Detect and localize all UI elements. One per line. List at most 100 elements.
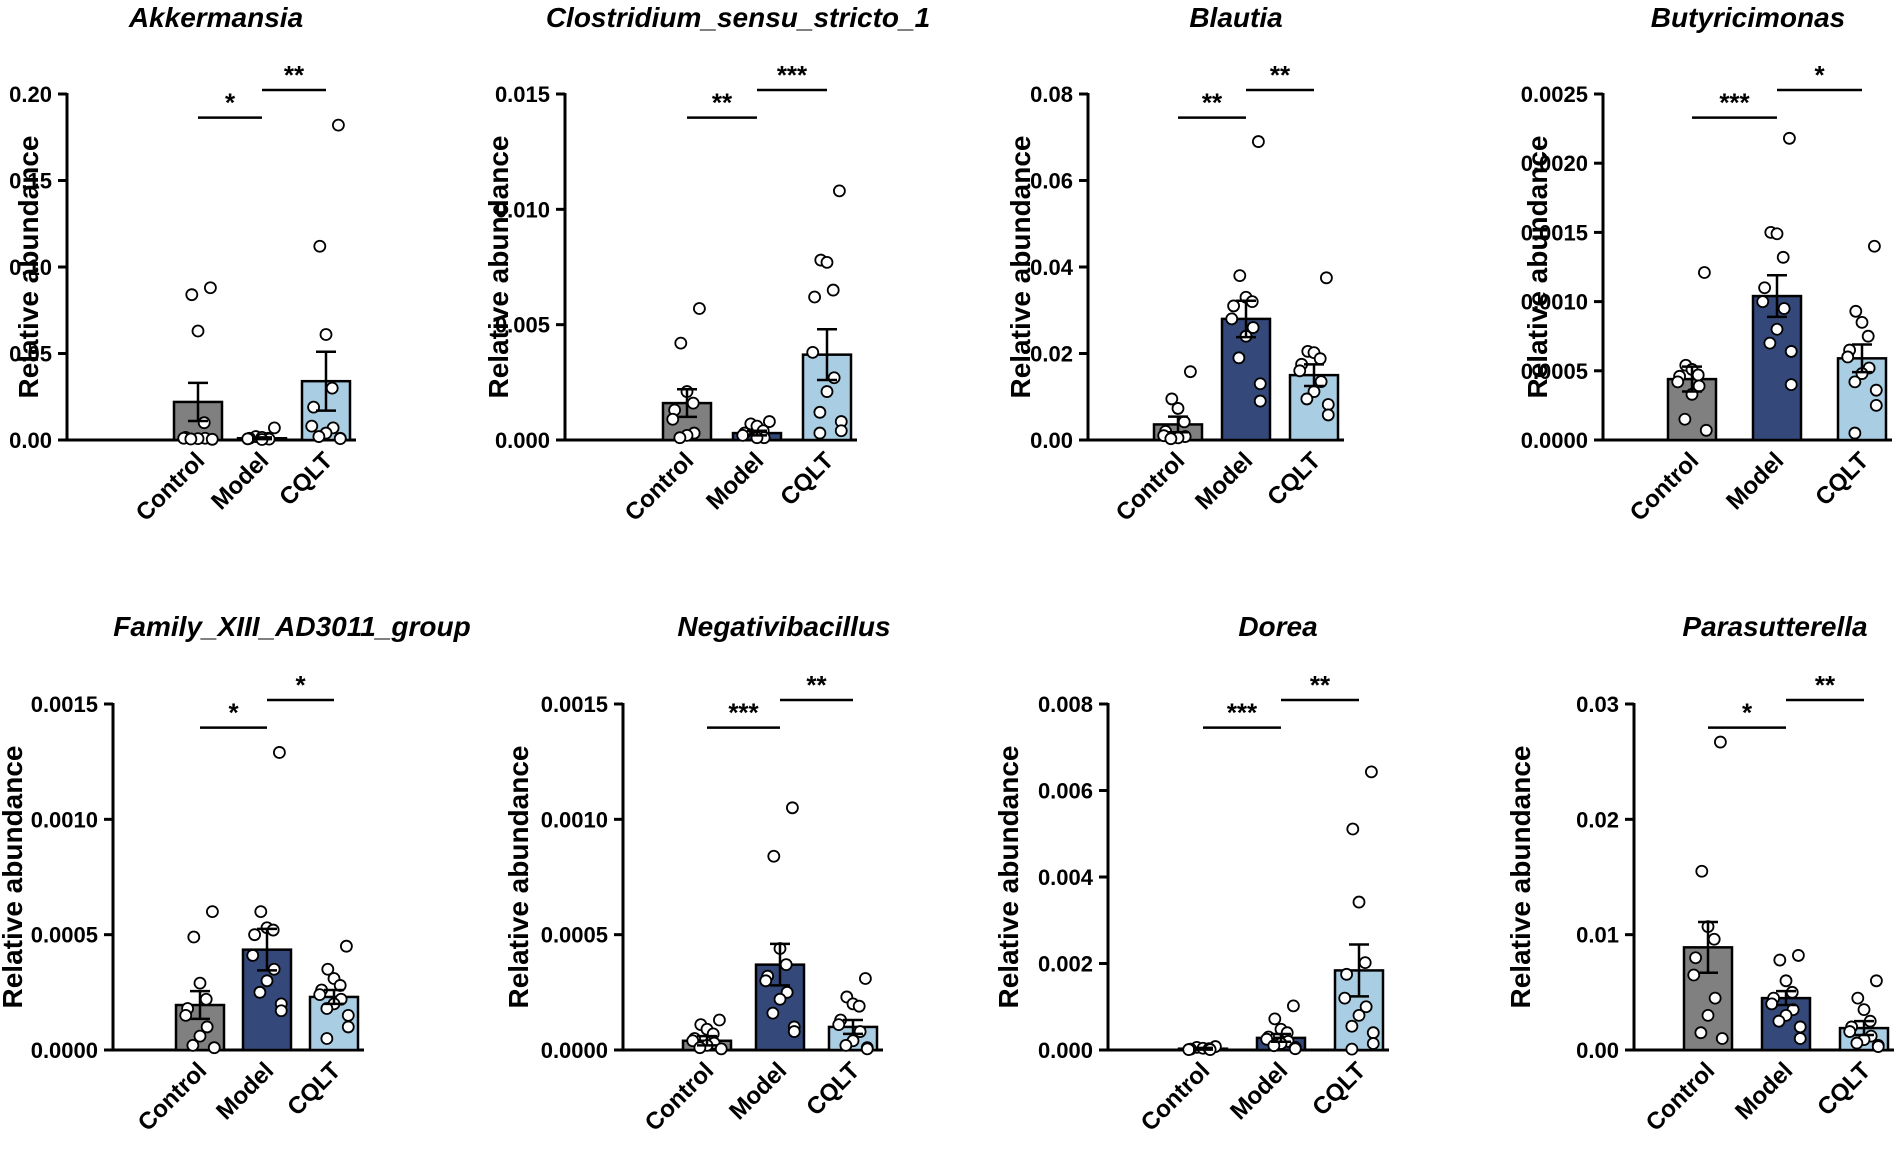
y-tick-label: 0.015 xyxy=(495,82,550,107)
y-tick-label: 0.20 xyxy=(9,82,52,107)
data-point xyxy=(1253,377,1267,391)
panel-title: Blautia xyxy=(1189,2,1282,33)
data-point xyxy=(253,985,267,999)
data-point xyxy=(1871,1040,1885,1053)
data-point xyxy=(1691,368,1705,382)
data-point xyxy=(319,328,333,341)
data-point xyxy=(1770,227,1784,241)
data-point xyxy=(1698,266,1711,279)
data-point xyxy=(1701,1009,1715,1022)
significance-label: * xyxy=(228,698,239,728)
data-point xyxy=(759,974,773,988)
y-tick-label: 0.04 xyxy=(1030,255,1074,280)
category-label-control: Control xyxy=(1625,447,1704,526)
data-point xyxy=(808,290,821,304)
data-point xyxy=(187,930,201,944)
y-axis-label: Relative abundance xyxy=(483,136,514,399)
data-point xyxy=(1850,1036,1864,1050)
y-tick-label: 0.004 xyxy=(1038,865,1094,890)
data-point xyxy=(1232,351,1246,365)
data-point xyxy=(197,416,211,430)
data-point xyxy=(736,428,750,442)
significance-label: * xyxy=(1814,60,1825,90)
significance-label: ** xyxy=(712,88,733,118)
data-point xyxy=(205,432,219,446)
data-point xyxy=(321,962,335,976)
data-point xyxy=(1184,365,1197,379)
data-point xyxy=(1708,991,1722,1005)
data-point xyxy=(1293,364,1307,378)
category-label-control: Control xyxy=(1111,447,1190,526)
data-point xyxy=(199,992,213,1006)
data-point xyxy=(1366,1026,1380,1040)
data-point xyxy=(674,336,688,350)
data-point xyxy=(1869,383,1883,397)
data-point xyxy=(331,118,345,132)
data-point xyxy=(1321,408,1335,422)
data-point xyxy=(254,905,268,918)
data-point xyxy=(1338,991,1352,1005)
data-point xyxy=(1352,895,1366,909)
y-tick-label: 0.00 xyxy=(9,428,52,453)
data-point xyxy=(200,1020,214,1034)
data-point xyxy=(1320,271,1333,285)
data-point xyxy=(714,1042,728,1056)
category-label-cqlt: CQLT xyxy=(1812,1057,1876,1121)
category-label-cqlt: CQLT xyxy=(801,1057,865,1121)
category-label-model: Model xyxy=(206,447,274,515)
y-tick-label: 0.0025 xyxy=(1521,82,1588,107)
data-point xyxy=(813,405,827,419)
data-point xyxy=(1707,932,1721,946)
data-point xyxy=(313,988,327,1002)
category-label-control: Control xyxy=(1136,1057,1215,1136)
y-tick-label: 0.0010 xyxy=(1521,290,1588,315)
data-point xyxy=(205,905,219,918)
data-point xyxy=(184,432,198,446)
data-point xyxy=(1365,765,1378,779)
significance-label: *** xyxy=(777,60,808,90)
panel-title: Family_XIII_AD3011_group xyxy=(113,611,470,642)
data-point xyxy=(820,385,834,398)
data-point xyxy=(1671,375,1685,389)
data-point xyxy=(1165,392,1179,406)
y-tick-label: 0.15 xyxy=(9,169,52,194)
data-point xyxy=(1233,269,1247,283)
data-point xyxy=(1678,412,1692,426)
y-tick-label: 0.0010 xyxy=(31,807,98,832)
data-point xyxy=(1171,402,1185,415)
category-label-control: Control xyxy=(131,447,210,526)
y-tick-label: 0.0015 xyxy=(31,692,98,717)
category-label-model: Model xyxy=(724,1057,792,1125)
data-point xyxy=(1695,864,1709,878)
significance-label: * xyxy=(1742,698,1753,728)
category-label-control: Control xyxy=(133,1057,212,1136)
significance-label: *** xyxy=(1719,88,1750,118)
data-point xyxy=(1287,999,1300,1013)
y-tick-label: 0.05 xyxy=(9,342,52,367)
category-label-model: Model xyxy=(1225,1057,1293,1125)
data-point xyxy=(713,1013,726,1027)
data-point xyxy=(787,1025,801,1038)
data-point xyxy=(1177,415,1191,429)
data-point xyxy=(186,1038,200,1052)
data-point xyxy=(191,324,205,338)
data-point xyxy=(313,239,327,253)
data-point xyxy=(1366,1037,1380,1050)
significance-label: ** xyxy=(1310,670,1331,700)
data-point xyxy=(1777,302,1791,315)
data-point xyxy=(1855,315,1869,329)
data-point xyxy=(1358,956,1372,970)
data-point xyxy=(859,972,872,985)
y-tick-label: 0.000 xyxy=(495,428,550,453)
data-point xyxy=(1848,426,1862,440)
data-point xyxy=(1345,1042,1359,1056)
data-point xyxy=(1783,131,1796,145)
data-point xyxy=(1340,967,1353,981)
data-point xyxy=(1346,822,1360,836)
data-point xyxy=(260,974,274,988)
data-point xyxy=(767,849,781,863)
data-point xyxy=(773,992,787,1006)
y-axis-label: Relative abundance xyxy=(0,746,28,1009)
data-point xyxy=(1252,135,1265,148)
data-point xyxy=(693,302,706,315)
